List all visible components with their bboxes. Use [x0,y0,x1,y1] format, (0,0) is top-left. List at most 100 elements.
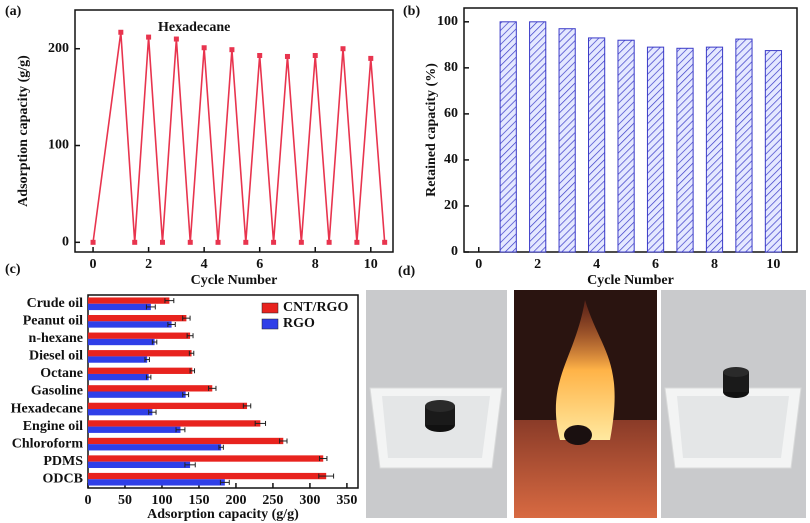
error-bar [319,456,328,462]
photo-after [661,290,806,518]
bar [735,38,753,253]
bar [588,37,606,253]
x-tick-label: 2 [534,257,541,272]
x-tick-label: 100 [151,493,172,508]
error-bar [144,357,150,363]
error-bar [186,333,194,339]
bar [676,47,694,253]
x-axis-label: Adsorption capacity (g/g) [147,507,299,522]
bar [88,332,191,339]
y-tick-label: 100 [48,138,69,153]
photo-burning [514,290,657,518]
data-point [271,239,277,245]
panel-label: (b) [403,4,420,19]
plot-frame [74,9,394,253]
bar [88,297,170,304]
error-bar [145,374,152,380]
data-point [215,239,221,245]
bar [617,39,635,253]
bar [88,455,324,462]
y-tick-label: Octane [40,366,83,381]
y-tick-label: 0 [451,244,458,259]
annotation: Hexadecane [158,20,230,35]
bar [88,338,155,346]
y-tick-label: 80 [444,60,458,75]
data-point [312,52,318,58]
data-point [340,46,346,52]
bar [88,350,192,357]
data-point [187,239,193,245]
bar [88,437,284,445]
error-bar [242,403,252,409]
panel-label: (d) [398,264,415,279]
data-point [298,239,304,245]
data-point [118,29,124,35]
y-tick-label: 100 [437,14,458,29]
data-point [257,52,263,58]
x-axis-label: Cycle Number [587,273,674,288]
error-bar [318,473,335,479]
bar [88,373,149,381]
x-tick-label: 50 [118,493,132,508]
y-axis-label: Retained capacity (%) [424,63,439,197]
x-axis-label: Cycle Number [191,273,278,288]
data-point [229,47,235,53]
bar [88,356,148,363]
bar [88,479,225,486]
data-point [368,55,374,61]
x-tick-label: 6 [256,257,263,272]
data-point [90,239,96,245]
panel-label: (c) [5,262,21,277]
y-tick-label: ODCB [43,471,83,486]
bar [88,444,222,451]
x-tick-label: 10 [766,257,780,272]
y-tick-label: n-hexane [29,331,83,346]
x-tick-label: 4 [201,257,208,272]
y-tick-label: 0 [62,235,69,250]
bar [88,426,181,433]
bar [88,367,193,374]
x-tick-label: 200 [225,493,246,508]
x-tick-label: 350 [336,493,357,508]
bar [88,303,151,311]
y-axis-label: Adsorption capacity (g/g) [16,55,31,207]
x-tick-label: 10 [364,257,378,272]
bar [88,385,213,392]
y-tick-label: 200 [48,41,69,56]
error-bar [254,420,267,426]
data-point [173,36,179,42]
error-bar [145,304,156,310]
x-tick-label: 2 [145,257,152,272]
y-tick-label: Gasoline [31,384,83,399]
error-bar [184,462,196,468]
error-bar [189,368,196,374]
x-tick-label: 0 [475,257,482,272]
error-bar [167,321,176,327]
bar [88,321,172,328]
y-tick-label: Diesel oil [29,349,83,364]
x-tick-label: 8 [312,257,319,272]
data-point [326,239,332,245]
error-bar [151,339,158,345]
x-tick-label: 6 [652,257,659,272]
bar [499,21,517,253]
bar [88,420,261,427]
bar [88,391,186,398]
bar [646,46,665,253]
bar [705,46,724,253]
bar [558,28,576,253]
data-line [92,32,386,243]
data-point [243,239,249,245]
data-point [146,34,152,40]
error-bar [182,315,191,321]
x-tick-label: 300 [299,493,320,508]
data-point [354,239,360,245]
legend-swatch [261,302,279,314]
error-bar [279,438,288,444]
bar [88,409,153,416]
error-bar [175,427,186,433]
bar [529,21,547,253]
photo-before [366,290,507,518]
bar [764,50,783,253]
